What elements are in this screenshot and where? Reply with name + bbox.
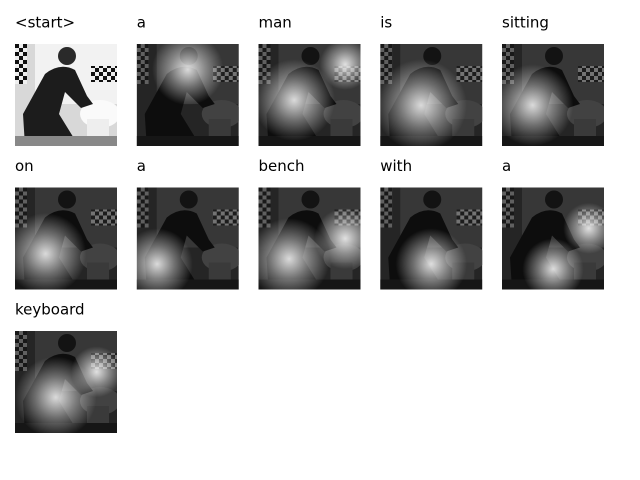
- attention-image: [136, 44, 239, 146]
- checker-tiles: [456, 66, 483, 82]
- attention-blob: [152, 44, 224, 106]
- floor: [502, 136, 604, 146]
- head: [301, 47, 320, 65]
- word-label: is: [380, 14, 392, 32]
- attention-image: [258, 187, 361, 290]
- attention-blob: [71, 346, 117, 398]
- floor: [136, 279, 239, 290]
- attention-blob: [502, 64, 574, 146]
- checker-tiles: [578, 66, 604, 82]
- word-label: a: [502, 157, 511, 175]
- attention-blob: [380, 59, 467, 146]
- head: [301, 190, 320, 209]
- checker-tiles-left: [136, 187, 149, 228]
- attention-image: [502, 44, 604, 146]
- attention-blob: [258, 59, 335, 141]
- attention-blob: [136, 228, 193, 290]
- floor: [258, 136, 361, 146]
- checker-tiles: [212, 209, 239, 226]
- head: [58, 334, 76, 352]
- floor: [15, 136, 117, 146]
- attention-blob: [314, 207, 361, 270]
- checker-tiles: [456, 209, 483, 226]
- word-label: sitting: [502, 14, 549, 32]
- checker-tiles-left: [380, 187, 393, 228]
- attention-image: [258, 44, 361, 146]
- attention-image: [15, 331, 117, 433]
- word-label: keyboard: [15, 301, 85, 319]
- attention-blob: [395, 228, 467, 290]
- checker-tiles-left: [136, 44, 149, 84]
- checker-tiles-left: [15, 331, 27, 371]
- head: [58, 47, 76, 65]
- word-label: bench: [259, 157, 305, 175]
- attention-blob: [15, 213, 87, 290]
- attention-blob: [563, 202, 604, 254]
- checker-tiles: [91, 66, 117, 82]
- attention-image: [15, 44, 117, 146]
- head: [545, 47, 563, 65]
- attention-image: [380, 44, 483, 146]
- word-label: on: [15, 157, 34, 175]
- checker-tiles-left: [15, 187, 27, 228]
- head: [545, 190, 563, 209]
- head: [58, 190, 76, 209]
- attention-image: [380, 187, 483, 290]
- attention-blob: [319, 44, 361, 90]
- attention-image: [136, 187, 239, 290]
- attention-image: [15, 187, 117, 290]
- word-label: a: [137, 14, 146, 32]
- attention-blob: [522, 238, 584, 290]
- word-label: man: [259, 14, 292, 32]
- checker-tiles-left: [15, 44, 27, 84]
- head: [423, 190, 442, 209]
- word-label: a: [137, 157, 146, 175]
- attention-image: [502, 187, 604, 290]
- attention-blob: [258, 218, 330, 290]
- body: [23, 66, 93, 146]
- head: [179, 190, 198, 209]
- word-label: <start>: [15, 14, 75, 32]
- checker-tiles: [91, 209, 117, 226]
- checker-tiles-left: [258, 187, 271, 228]
- checker-tiles-left: [502, 187, 514, 228]
- floor: [136, 136, 239, 146]
- word-label: with: [380, 157, 412, 175]
